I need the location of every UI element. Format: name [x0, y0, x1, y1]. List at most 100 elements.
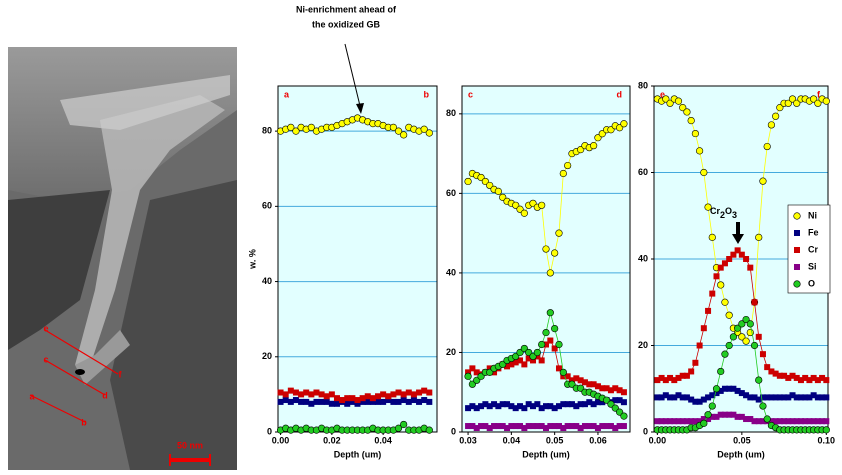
legend-marker	[794, 230, 800, 236]
data-point	[421, 397, 428, 404]
data-point	[662, 95, 670, 103]
data-point	[793, 374, 800, 381]
data-point	[755, 233, 763, 241]
data-point	[612, 385, 619, 392]
data-point	[726, 385, 733, 392]
data-point	[308, 391, 315, 398]
data-point	[603, 423, 610, 430]
line-label: b	[81, 417, 87, 427]
data-point	[349, 398, 356, 405]
data-point	[364, 393, 371, 400]
data-point	[683, 108, 691, 116]
legend-marker	[793, 212, 801, 220]
data-point	[700, 396, 707, 403]
data-point	[318, 398, 325, 405]
data-point	[688, 396, 695, 403]
annotation-part: O	[725, 206, 732, 216]
data-point	[555, 423, 562, 430]
data-point	[577, 377, 584, 384]
data-point	[784, 99, 792, 107]
data-point	[469, 365, 476, 372]
plot-area	[278, 86, 437, 432]
data-point	[359, 398, 366, 405]
data-point	[612, 397, 619, 404]
data-point	[525, 401, 532, 408]
data-point	[369, 398, 376, 405]
data-point	[473, 369, 480, 376]
y-tick-label: 20	[638, 340, 648, 350]
data-point	[395, 398, 402, 405]
data-point	[713, 273, 720, 280]
data-point	[671, 394, 678, 401]
y-tick-label: 20	[262, 351, 272, 361]
data-point	[590, 381, 597, 388]
y-tick-label: 40	[446, 267, 456, 277]
data-point	[802, 394, 809, 401]
data-point	[620, 389, 627, 396]
data-point	[594, 383, 601, 390]
data-point	[734, 324, 742, 332]
data-point	[738, 413, 745, 420]
data-point	[781, 372, 788, 379]
data-point	[573, 375, 580, 382]
data-point	[730, 411, 737, 418]
data-point	[533, 348, 541, 357]
data-point	[551, 423, 558, 430]
y-axis-label: w. %	[247, 249, 257, 270]
data-point	[759, 418, 766, 425]
data-point	[426, 398, 433, 405]
data-point	[499, 423, 506, 430]
data-point	[822, 426, 830, 434]
data-point	[700, 325, 707, 332]
data-point	[667, 394, 674, 401]
data-point	[394, 127, 403, 135]
data-point	[620, 423, 627, 430]
annotation-arrow	[344, 43, 362, 111]
data-point	[751, 299, 758, 306]
data-point	[504, 363, 511, 370]
data-point	[717, 264, 724, 271]
data-point	[560, 401, 567, 408]
data-point	[385, 393, 392, 400]
data-point	[810, 418, 817, 425]
data-point	[743, 416, 750, 423]
data-point	[759, 394, 766, 401]
data-point	[823, 377, 830, 384]
data-point	[603, 385, 610, 392]
data-point	[385, 397, 392, 404]
data-point	[675, 392, 682, 399]
data-point	[465, 423, 472, 430]
data-point	[764, 394, 771, 401]
data-point	[772, 112, 780, 120]
corner-label: f	[817, 89, 821, 99]
data-point	[768, 368, 775, 375]
data-point	[725, 341, 733, 350]
data-point	[538, 405, 545, 412]
data-point	[543, 341, 549, 348]
data-point	[772, 370, 779, 377]
data-point	[696, 147, 704, 155]
data-point	[298, 398, 305, 405]
data-point	[683, 394, 690, 401]
x-tick-label: 0.05	[546, 435, 564, 445]
line-label: a	[29, 391, 35, 401]
data-point	[504, 425, 511, 432]
data-point	[802, 418, 809, 425]
data-point	[747, 416, 754, 423]
data-point	[491, 401, 498, 408]
data-point	[287, 387, 294, 394]
data-point	[520, 209, 528, 217]
data-point	[700, 168, 708, 177]
data-point	[679, 394, 686, 401]
data-point	[708, 233, 716, 241]
data-point	[814, 99, 822, 107]
data-point	[555, 340, 563, 349]
data-point	[328, 391, 335, 398]
data-point	[666, 99, 674, 107]
data-point	[671, 418, 678, 425]
data-point	[568, 377, 575, 384]
data-point	[469, 403, 476, 410]
line-label: e	[43, 323, 48, 333]
micrograph	[8, 47, 237, 470]
data-point	[806, 418, 813, 425]
